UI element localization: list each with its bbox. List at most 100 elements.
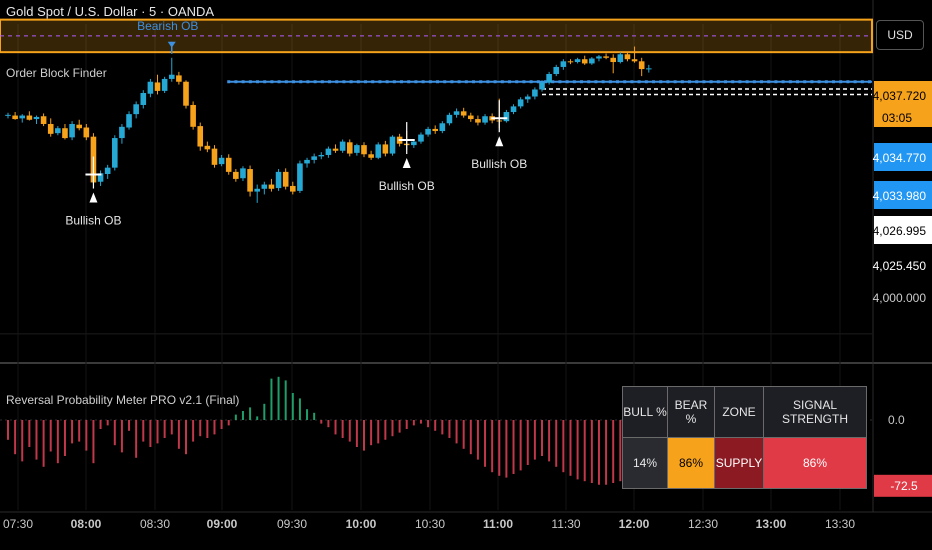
ob-level-dot [608, 80, 612, 84]
time-tick-11: 13:00 [756, 517, 787, 531]
candle-body [425, 128, 431, 135]
candle-body [119, 126, 125, 139]
hist-last-value-bg [874, 474, 932, 497]
time-tick-10: 12:30 [688, 517, 718, 531]
candle-body [126, 114, 132, 128]
ob-level-dot [659, 80, 663, 84]
candle-body [574, 59, 581, 63]
ob-level-dot [702, 80, 706, 84]
candle-body [368, 154, 374, 158]
ob-level-dot [544, 80, 548, 84]
price-label-1: 4,034.770 [873, 151, 927, 165]
candle-body [83, 127, 90, 138]
candle-body [411, 141, 417, 146]
candle-body [638, 61, 645, 70]
ob-level-dot [479, 80, 483, 84]
candle-body [339, 141, 346, 151]
time-tick-8: 11:30 [551, 517, 580, 531]
ob-level-dot [263, 80, 267, 84]
ob-level-dot [450, 80, 454, 84]
candle-body [446, 114, 453, 124]
ob-level-dot [601, 80, 605, 84]
ob-level-dot [407, 80, 411, 84]
candle-body [211, 148, 218, 165]
ob-level-dot [493, 80, 497, 84]
candle-body [624, 54, 631, 60]
candle-body [161, 78, 168, 91]
ob-level-dot [371, 80, 375, 84]
signal-table-header-row: BULL % BEAR % ZONE SIGNAL STRENGTH [622, 386, 867, 438]
ob-level-dot [774, 80, 778, 84]
candle-body [596, 56, 602, 59]
value-signal-strength: 86% [763, 437, 867, 489]
chart-title: Gold Spot / U.S. Dollar · 5 · OANDA [6, 4, 215, 19]
price-label-3: 4,026.995 [873, 224, 927, 238]
candle-body [190, 104, 196, 127]
candle-body [225, 157, 232, 172]
value-bear-pct: 86% [667, 437, 715, 489]
ob-level-dot [328, 80, 332, 84]
signal-table-value-row: 14% 86% SUPPLY 86% [622, 437, 867, 489]
price-label-0: 4,037.720 [873, 89, 927, 103]
time-tick-3: 09:00 [207, 517, 238, 531]
candle-body [503, 112, 510, 122]
time-tick-2: 08:30 [140, 517, 170, 531]
candle-body [140, 93, 147, 105]
candle-body [389, 136, 396, 154]
candle-body [76, 124, 82, 129]
header-bear-pct: BEAR % [667, 386, 715, 438]
candle-body [532, 89, 538, 97]
candle-body [361, 145, 367, 155]
ob-level-dot [623, 80, 627, 84]
ob-level-dot [580, 80, 584, 84]
ob-level-dot [306, 80, 310, 84]
ob-level-dot [248, 80, 252, 84]
ob-level-dot [335, 80, 339, 84]
candle-body [375, 144, 382, 158]
candle-body [453, 111, 460, 115]
candle-body [154, 82, 161, 91]
candle-body [610, 57, 616, 63]
candle-body [112, 138, 118, 168]
ob-level-dot [292, 80, 296, 84]
ob-level-dot [731, 80, 735, 84]
indicator-label-order-block[interactable]: Order Block Finder [6, 66, 107, 80]
ob-level-dot [760, 80, 764, 84]
ob-level-dot [392, 80, 396, 84]
ob-level-dot [680, 80, 684, 84]
ob-level-dot [277, 80, 281, 84]
value-zone: SUPPLY [714, 437, 764, 489]
ob-level-dot [400, 80, 404, 84]
ob-level-dot [572, 80, 576, 84]
candle-body [176, 75, 182, 82]
ob-level-dot [767, 80, 771, 84]
signal-table: BULL % BEAR % ZONE SIGNAL STRENGTH 14% 8… [622, 386, 867, 489]
ob-level-dot [320, 80, 324, 84]
ob-level-dot [853, 80, 857, 84]
indicator-label-reversal-meter[interactable]: Reversal Probability Meter PRO v2.1 (Fin… [6, 393, 240, 407]
value-bull-pct: 14% [622, 437, 668, 489]
price-label-bg-4 [874, 251, 932, 279]
ob-level-dot [688, 80, 692, 84]
currency-button[interactable]: USD [876, 20, 924, 50]
candle-body [460, 111, 467, 116]
ob-level-dot [817, 80, 821, 84]
price-label-5: 4,000.000 [873, 291, 927, 305]
ob-label-1: Bullish OB [65, 214, 121, 228]
candle-body [482, 116, 488, 123]
candle-body [553, 66, 560, 74]
candle-body [69, 123, 75, 138]
ob-level-dot [436, 80, 440, 84]
bullish-ob-marker [89, 192, 98, 203]
time-tick-5: 10:00 [346, 517, 377, 531]
candle-body [168, 74, 175, 79]
ob-level-dot [486, 80, 490, 84]
ob-level-dot [551, 80, 555, 84]
ob-level-dot [356, 80, 360, 84]
ob-level-dot [464, 80, 468, 84]
candle-body [468, 115, 474, 120]
ob-level-dot [796, 80, 800, 84]
price-label-2: 4,033.980 [873, 189, 927, 203]
ob-level-dot [421, 80, 425, 84]
